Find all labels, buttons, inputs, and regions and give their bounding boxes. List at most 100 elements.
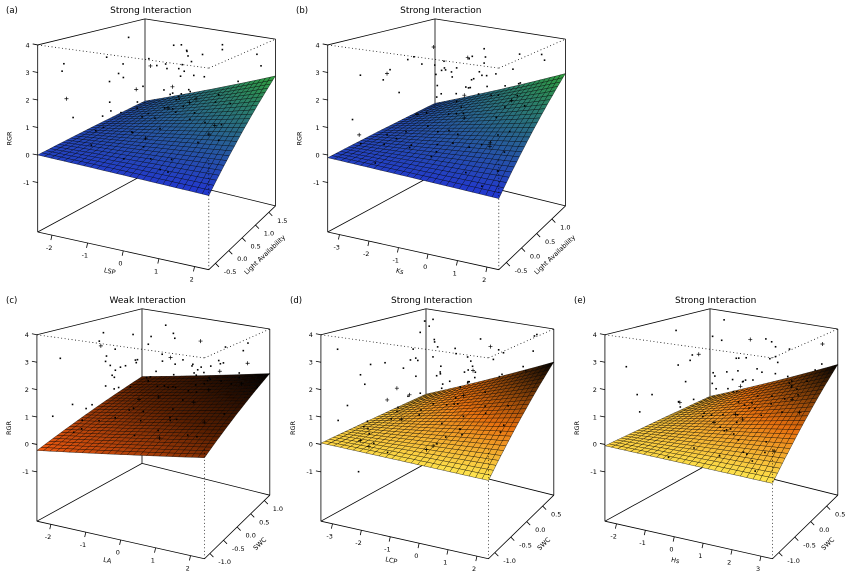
data-point [786, 375, 789, 378]
data-point [203, 371, 205, 374]
panel-a: -1 0 1 2 3 4 -2 -1 0 1 2 -0.5 0.0 0.5 1.0 1.5 LSP Light A… [0, 0, 290, 290]
box-edge [604, 463, 711, 522]
hidden-top-edge [208, 38, 276, 69]
data-point-plus [488, 140, 493, 145]
data-point [383, 143, 385, 146]
data-point [448, 129, 450, 132]
x-tick [614, 523, 617, 529]
hidden-top-edge [498, 38, 566, 69]
data-point [167, 171, 169, 173]
data-point [195, 374, 198, 377]
z-tick-label: 3 [316, 69, 320, 77]
panel-c-3d-plot: -101234-2-1012-1.0-0.50.00.51.0LASWCRGR(… [5, 296, 283, 572]
data-point [101, 115, 104, 117]
data-point [59, 357, 62, 360]
x-tick [189, 555, 191, 561]
data-point-plus [385, 71, 390, 76]
x-tick [49, 524, 52, 530]
data-point [723, 430, 726, 432]
data-point [368, 432, 371, 435]
surface-facet [491, 191, 502, 199]
data-point-plus [148, 63, 153, 68]
z-tick [599, 443, 605, 445]
z-tick [315, 388, 321, 391]
data-point-plus [488, 344, 493, 349]
data-point [519, 82, 522, 84]
panel-c: -1 0 1 2 3 4 -2 -1 0 1 2 -1.0 -0.5 0.0 0.5 1.0 LA SWC RGR(… [0, 290, 284, 579]
data-point [149, 376, 152, 378]
data-point [63, 62, 65, 65]
data-point [260, 65, 262, 67]
data-point-plus [471, 368, 476, 373]
z-tick [315, 470, 321, 473]
data-point [145, 376, 148, 379]
z-tick [31, 388, 37, 391]
data-point [456, 403, 459, 405]
x-tick-label: -1 [392, 256, 398, 264]
y-tick-label: 0.5 [250, 242, 260, 250]
data-point [765, 338, 767, 340]
x-tick [154, 547, 156, 553]
data-point [735, 357, 738, 360]
data-point [439, 373, 442, 375]
data-point [439, 371, 442, 373]
z-tick-label: -1 [313, 179, 319, 187]
data-point-plus [366, 444, 371, 449]
data-point [133, 434, 136, 437]
data-point [208, 377, 210, 379]
data-point [373, 442, 375, 445]
data-point [197, 141, 199, 144]
data-point [436, 84, 439, 87]
data-point [466, 356, 469, 358]
data-point-plus [156, 394, 161, 399]
data-point [113, 376, 116, 379]
data-point [169, 419, 172, 422]
data-point [771, 395, 773, 397]
z-tick-label: 2 [593, 386, 597, 394]
data-point [363, 425, 365, 428]
data-point [130, 131, 133, 133]
y-tick [510, 536, 515, 541]
data-point [742, 380, 745, 383]
y-axis-edge [498, 205, 566, 270]
data-point-plus [239, 381, 244, 386]
z-tick-label: 0 [316, 151, 320, 159]
data-point [692, 398, 695, 401]
data-point [536, 333, 538, 336]
data-point [174, 386, 177, 389]
data-point [720, 339, 723, 342]
data-point [441, 422, 443, 425]
data-point [109, 364, 112, 367]
data-point [484, 56, 487, 58]
data-point [651, 393, 653, 396]
data-point [396, 410, 398, 413]
z-axis-label: RGR [289, 420, 297, 435]
data-point [351, 118, 354, 121]
data-point [684, 380, 687, 383]
data-point [154, 117, 156, 119]
x-tick-label: -1 [384, 545, 390, 553]
data-point [788, 348, 791, 350]
data-point [108, 80, 111, 83]
z-tick-label: 4 [26, 41, 30, 49]
data-point [459, 386, 462, 388]
data-point [732, 433, 735, 435]
data-point [455, 113, 458, 115]
data-point-plus [166, 106, 171, 111]
data-point [114, 348, 116, 350]
data-point [469, 86, 472, 89]
data-point [409, 359, 412, 361]
data-point [203, 382, 206, 385]
data-point [155, 370, 157, 373]
data-point [790, 380, 793, 382]
data-point [507, 405, 509, 407]
data-point [131, 131, 134, 134]
data-point-plus [712, 420, 717, 425]
data-point [407, 395, 409, 398]
data-point [150, 335, 152, 338]
z-tick [315, 415, 321, 418]
data-point [386, 134, 388, 136]
z-tick-label: 0 [26, 151, 30, 159]
z-tick-label: 3 [25, 359, 29, 367]
z-tick-label: 4 [309, 331, 313, 339]
